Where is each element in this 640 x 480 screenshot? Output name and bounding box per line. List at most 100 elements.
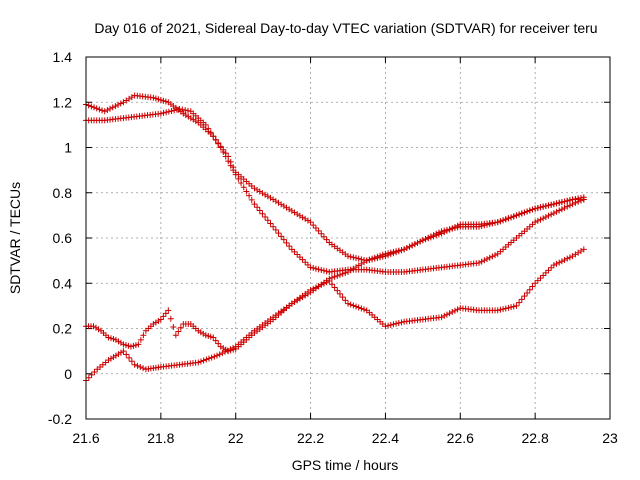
data-point [315,266,322,273]
y-tick-label: 0.2 [53,321,73,337]
data-point [318,266,325,273]
data-point [219,350,226,357]
data-point [350,254,357,261]
data-point [212,337,219,344]
data-point [345,300,351,307]
data-point [564,255,571,262]
data-point [449,225,456,232]
data-point [222,153,229,160]
series-trace-b [83,106,587,275]
data-point [227,162,234,169]
data-point [299,256,306,263]
data-point [532,280,539,287]
data-point [171,107,178,114]
data-point [481,257,488,264]
data-point [454,306,461,313]
data-point [502,216,509,223]
data-point [140,365,147,372]
data-point [435,229,442,236]
data-point [101,108,108,115]
data-point [580,246,587,253]
data-point [137,363,144,370]
chart-title: Day 016 of 2021, Sidereal Day-to-day VTE… [94,20,597,36]
data-point [342,269,349,276]
data-point [215,340,222,347]
data-point [443,311,450,318]
x-axis-label: GPS time / hours [292,457,399,473]
data-point [334,287,341,294]
data-point [128,358,135,365]
data-point [550,262,557,269]
data-point [137,336,144,343]
data-point [278,233,285,240]
data-point [140,332,147,339]
data-point [200,357,207,364]
data-point [126,354,133,361]
data-point [366,256,373,263]
data-point [540,272,547,279]
data-point [451,224,458,231]
data-point [508,214,515,221]
data-point [564,197,571,204]
data-point [524,208,531,215]
y-tick-label: 1.4 [53,49,73,65]
data-point [210,133,217,140]
data-point [502,305,509,312]
data-point [377,254,384,261]
data-point [532,219,539,226]
data-point [561,256,568,263]
data-point [441,312,448,319]
data-point [427,233,434,240]
data-point [240,184,247,191]
data-point [339,270,346,277]
series-trace-c [83,246,587,355]
data-point [529,206,536,213]
data-point [207,129,214,136]
data-point [393,320,400,327]
data-point [336,271,343,278]
data-point [222,348,229,355]
data-point [566,197,573,204]
data-point [478,223,485,230]
data-point [518,296,525,303]
data-point [518,210,525,217]
data-point [172,332,179,339]
data-point [328,281,335,288]
data-point [350,302,357,309]
data-point [545,212,552,219]
data-point [175,328,182,335]
data-point [288,246,295,253]
data-point [513,302,520,309]
data-point [497,218,504,225]
x-tick-label: 22.2 [297,430,324,446]
y-tick-label: 0.4 [53,275,73,291]
data-point [355,255,362,262]
data-point [230,167,237,174]
data-point [123,351,130,358]
data-point [157,316,164,323]
x-tick-label: 22.4 [372,430,399,446]
data-point [215,140,222,147]
data-point [395,248,402,255]
data-point [580,196,587,203]
data-point [310,222,317,229]
data-point [256,207,263,214]
data-point [235,175,242,182]
data-point [494,219,501,226]
data-point [558,199,565,206]
data-point [162,310,169,317]
data-point [489,253,496,260]
data-point [508,304,515,311]
data-point [425,234,432,241]
data-point [210,334,217,341]
data-point [393,249,400,256]
data-point [170,323,177,330]
data-point [441,227,448,234]
data-point [85,102,92,109]
data-point [328,274,335,281]
data-point [497,306,504,313]
data-point [275,230,282,237]
data-point [476,259,482,266]
data-point [331,273,338,280]
